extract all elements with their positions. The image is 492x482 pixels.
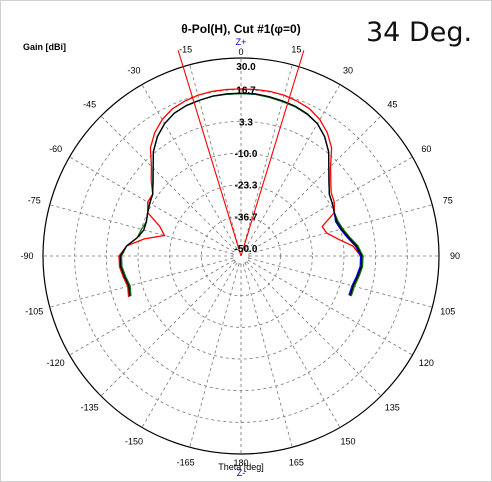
grid-spoke (244, 84, 341, 250)
gain-tick-label: 16.7 (236, 86, 256, 97)
angle-tick-label: 45 (387, 100, 397, 110)
angle-tick-label: -165 (177, 458, 195, 468)
chart-title: θ-Pol(H), Cut #1(φ=0) (181, 22, 301, 36)
grid-spoke (246, 115, 382, 251)
angle-tick-label: 180 (233, 458, 248, 468)
marker-lines (177, 50, 305, 257)
grid-spoke (100, 261, 236, 397)
grid-spoke (49, 204, 234, 255)
outer-ring (42, 57, 440, 455)
angle-tick-label: -105 (25, 306, 43, 316)
polar-grid (42, 57, 440, 455)
angle-tick-label: -60 (49, 144, 62, 154)
gain-series-0 (118, 88, 364, 297)
gain-tick-label: -23.3 (235, 181, 258, 192)
angle-tick-label: -15 (179, 44, 192, 54)
marker-line-1 (240, 50, 305, 257)
grid-spoke (100, 115, 236, 251)
angle-tick-label: -120 (47, 358, 65, 368)
tick-labels: 153045607590105120135150165-165-150-135-… (20, 37, 460, 478)
angle-tick-label: 165 (289, 458, 304, 468)
angle-tick-label: -75 (28, 196, 41, 206)
angle-tick-label: 135 (385, 402, 400, 412)
grid-spoke (49, 257, 234, 308)
theta-axis-label: Theta [deg] (218, 462, 264, 472)
gain-tick-label: -50.0 (235, 244, 258, 255)
angle-tick-label: 75 (443, 196, 453, 206)
grid-spoke (69, 156, 235, 253)
gain-unit-label: Gain [dBi] (23, 42, 66, 52)
grid-spoke (248, 257, 433, 308)
axis-top-label: Z+ (236, 37, 247, 47)
gain-tick-label: -10.0 (235, 149, 258, 160)
angle-tick-label: -90 (20, 251, 33, 261)
angle-tick-label: 60 (421, 144, 431, 154)
angle-tick-label: 0 (238, 47, 243, 57)
series-layer (118, 88, 364, 297)
grid-spoke (141, 84, 238, 250)
grid-spoke (247, 259, 413, 356)
angle-tick-label: 150 (340, 436, 355, 446)
gain-series-3 (119, 92, 363, 297)
angle-tick-label: 30 (343, 66, 353, 76)
grid-spoke (189, 263, 240, 448)
grid-spoke (69, 259, 235, 356)
angle-tick-label: 105 (440, 306, 455, 316)
grid-ring (137, 152, 345, 360)
grid-ring (169, 184, 313, 328)
grid-spoke (141, 262, 238, 428)
angle-tick-label: 120 (419, 358, 434, 368)
marker-line-0 (177, 50, 242, 257)
angle-tick-label: 15 (291, 44, 301, 54)
angle-tick-label: 90 (450, 251, 460, 261)
corner-angle-label: 34 Deg. (366, 17, 473, 48)
grid-spoke (242, 263, 293, 448)
grid-spoke (247, 156, 413, 253)
gain-tick-label: 30.0 (236, 62, 256, 73)
angle-tick-label: -30 (127, 66, 140, 76)
angle-tick-label: -45 (83, 100, 96, 110)
gain-tick-label: -36.7 (235, 212, 258, 223)
grid-spoke (244, 262, 341, 428)
grid-spoke (248, 204, 433, 255)
angle-tick-label: -150 (125, 436, 143, 446)
axis-bottom-label: Z- (237, 468, 246, 478)
angle-tick-label: -135 (81, 402, 99, 412)
grid-spoke (246, 261, 382, 397)
gain-tick-label: 3.3 (239, 117, 253, 128)
